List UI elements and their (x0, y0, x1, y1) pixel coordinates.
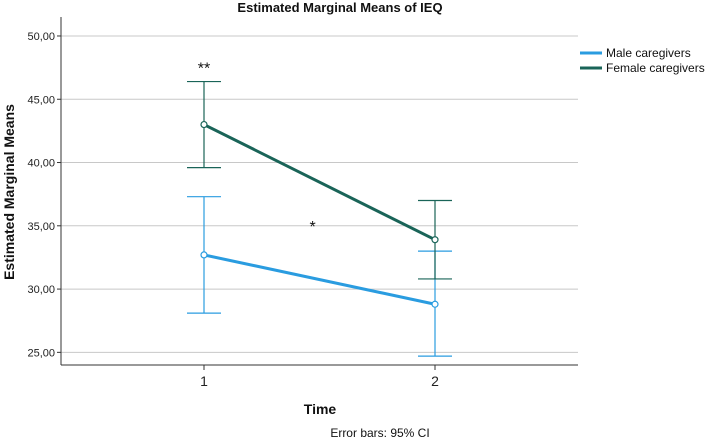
y-tick-labels: 25,00 30,00 35,00 40,00 45,00 50,00 (27, 31, 55, 359)
x-axis-title: Time (304, 401, 337, 417)
x-tick-label: 2 (431, 373, 439, 389)
x-tick-label: 1 (200, 373, 208, 389)
data-point (431, 300, 439, 308)
chart-title: Estimated Marginal Means of IEQ (237, 0, 442, 15)
data-point (431, 236, 439, 244)
y-tick-label: 50,00 (27, 31, 55, 43)
legend-label: Female caregivers (606, 61, 705, 75)
y-tick-label: 25,00 (27, 347, 55, 359)
series-line (203, 253, 436, 306)
y-tick-label: 40,00 (27, 158, 55, 170)
y-axis-title: Estimated Marginal Means (1, 104, 17, 280)
series-female-caregivers (187, 80, 452, 280)
significance-marker: ** (198, 61, 210, 78)
annotations: *** (198, 61, 316, 236)
significance-marker: * (309, 219, 315, 236)
grid-lines (61, 35, 578, 353)
series-line (203, 123, 436, 242)
data-point (200, 120, 208, 129)
y-tick-label: 45,00 (27, 94, 55, 106)
axes (57, 17, 578, 370)
y-tick-label: 35,00 (27, 221, 55, 233)
series (187, 80, 452, 357)
y-tick-label: 30,00 (27, 284, 55, 296)
legend-label: Male caregivers (606, 46, 691, 60)
data-point (200, 251, 208, 259)
series-male-caregivers (187, 196, 452, 357)
error-bars-footnote: Error bars: 95% CI (330, 426, 429, 440)
